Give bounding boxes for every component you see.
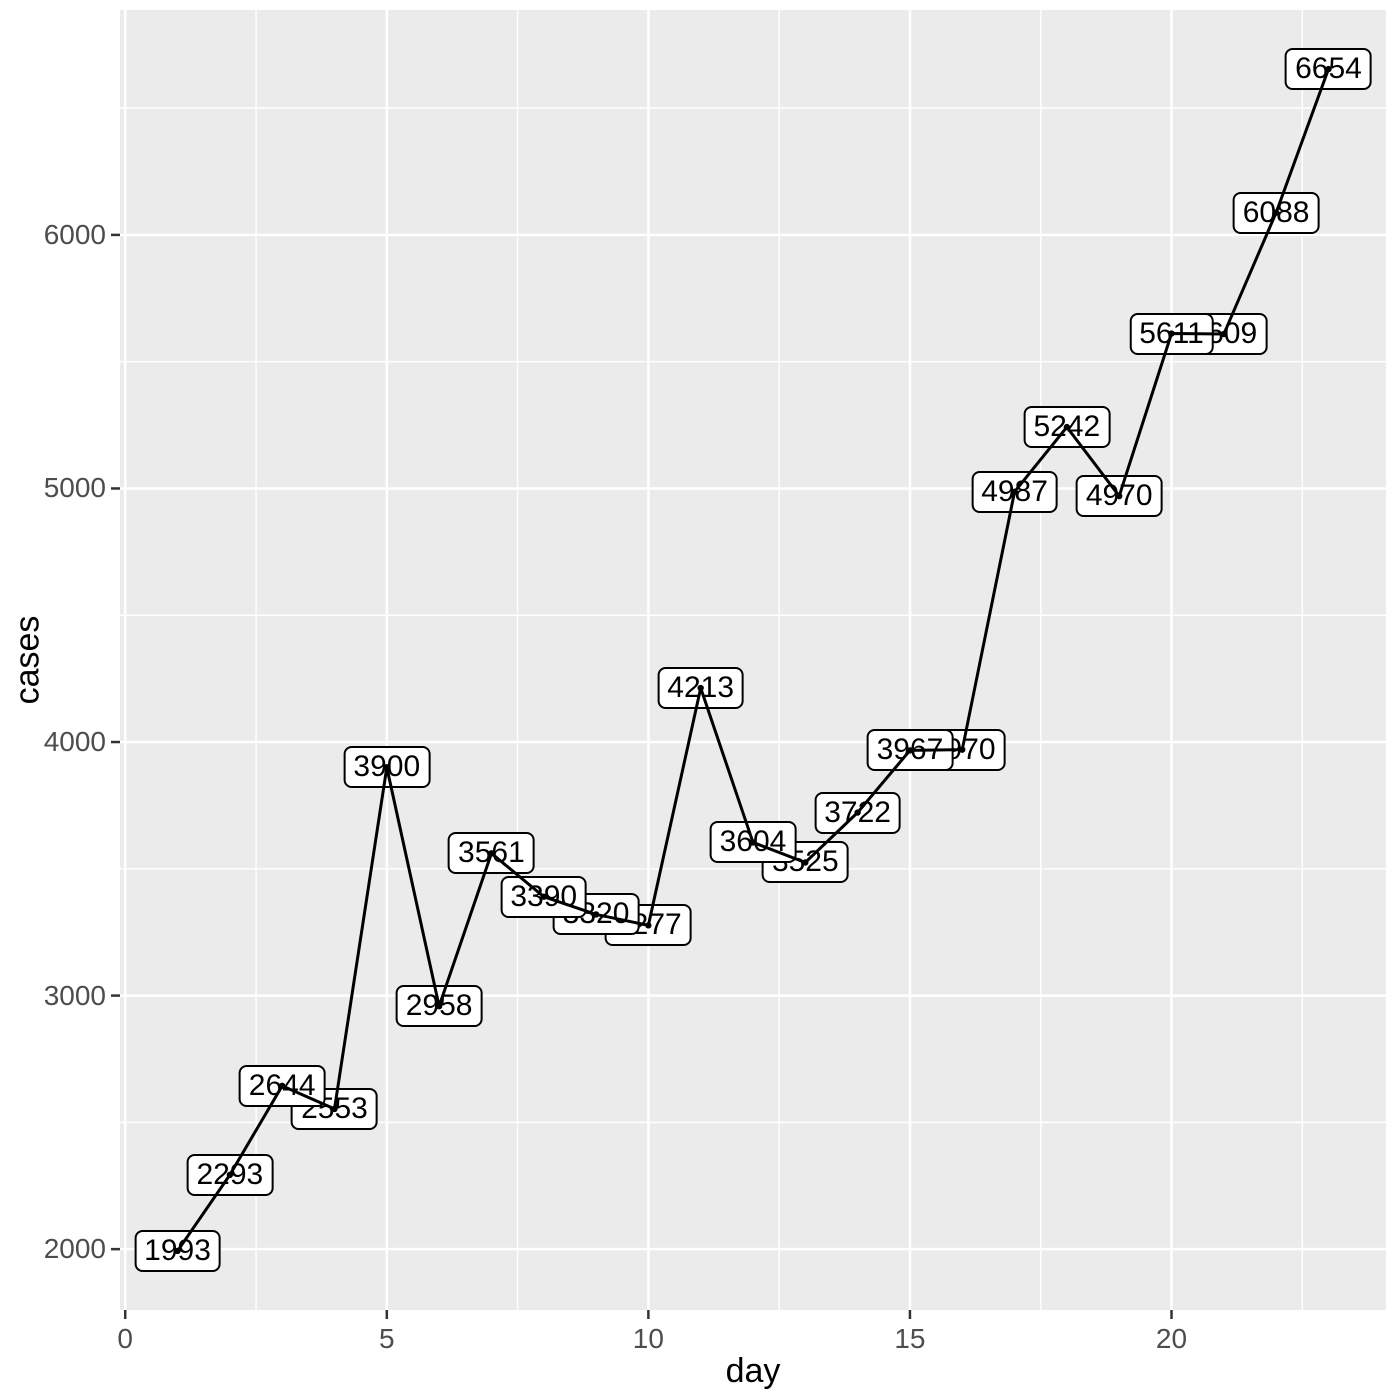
point-label: 2293 <box>186 1153 274 1196</box>
point-label: 2958 <box>395 985 483 1028</box>
y-tick-label: 4000 <box>43 726 106 758</box>
point-label: 3561 <box>448 832 535 875</box>
point-label: 3900 <box>343 746 431 789</box>
point-label: 5611 <box>1129 312 1214 355</box>
x-tick-label: 0 <box>117 1323 134 1354</box>
point-label: 4987 <box>971 470 1058 513</box>
x-axis-title: day <box>725 1352 781 1390</box>
point-label: 3604 <box>709 821 797 864</box>
point-label: 4213 <box>657 667 745 710</box>
point-label: 5242 <box>1023 406 1111 449</box>
point-label: 3722 <box>814 791 901 834</box>
x-tick-label: 5 <box>379 1323 395 1354</box>
point-label: 6654 <box>1285 48 1372 91</box>
point-label: 2644 <box>238 1064 326 1107</box>
point-label: 6088 <box>1232 191 1320 234</box>
y-tick-label: 6000 <box>43 218 106 250</box>
x-tick-label: 10 <box>632 1323 664 1354</box>
point-label: 3390 <box>500 875 588 918</box>
x-tick-label: 20 <box>1155 1323 1188 1354</box>
x-tick-label: 15 <box>894 1323 926 1354</box>
point-label: 1993 <box>134 1229 221 1272</box>
y-tick-label: 2000 <box>43 1233 106 1265</box>
point-label: 4970 <box>1075 475 1163 518</box>
y-tick-label: 3000 <box>43 979 106 1011</box>
point-label: 3967 <box>866 729 954 772</box>
y-tick-label: 5000 <box>43 472 106 504</box>
